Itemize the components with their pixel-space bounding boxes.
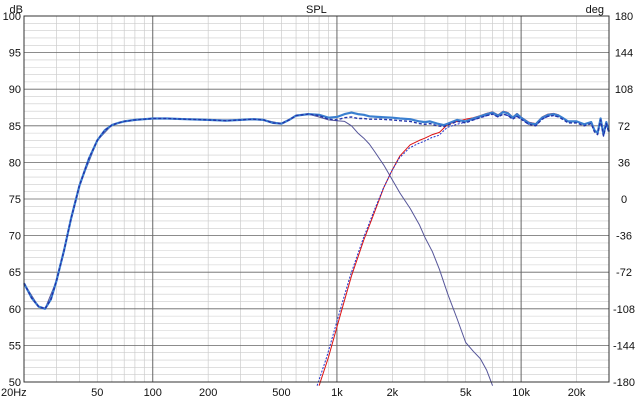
x-tick-label: 5k [460,387,472,399]
x-tick-label: 10k [512,387,530,399]
x-tick-label: 200 [199,387,217,399]
y-tick-label: 55 [9,340,21,352]
y-tick-label: 80 [9,157,21,169]
y2-tick-label: -72 [616,267,632,279]
y2-tick-label: -36 [616,231,632,243]
y-tick-label: 60 [9,304,21,316]
y-tick-label: 90 [9,84,21,96]
y2-tick-label: 108 [615,84,633,96]
plot-border [23,15,610,383]
x-tick-label: 20k [568,387,586,399]
y2-tick-label: -108 [613,304,635,316]
x-tick-label: 1k [331,387,343,399]
y-tick-label: 70 [9,231,21,243]
x-axis-tick-labels: 20Hz 50 100 200 500 1k 2k 5k 10k 20k [1,387,586,399]
plot-frame [23,15,610,383]
y-tick-label: 75 [9,194,21,206]
y2-tick-label: 72 [618,121,630,133]
x-tick-label: 50 [91,387,103,399]
plot-curves [23,110,611,386]
curve-tweeter-red [318,110,559,386]
y-tick-label: 100 [3,11,21,23]
x-tick-label: 2k [387,387,399,399]
curve-tweeter-blue [316,113,559,386]
left-axis-tick-labels: 50 55 60 65 70 75 80 85 90 95 100 [3,11,21,389]
x-tick-label: 20Hz [1,387,27,399]
left-axis-unit: dB [10,4,23,16]
curve-sum-sim [23,113,610,310]
chart-title: SPL [306,4,327,16]
y-tick-label: 85 [9,121,21,133]
right-axis-unit: deg [586,4,604,16]
y-tick-label: 65 [9,267,21,279]
y-tick-label: 50 [9,377,21,389]
y2-tick-label: -144 [613,340,635,352]
y2-tick-label: -180 [613,377,635,389]
right-axis-tick-labels: -180 -144 -108 -72 -36 0 36 72 108 144 180 [613,11,635,389]
x-tick-label: 500 [272,387,290,399]
y2-tick-label: 36 [618,157,630,169]
x-tick-label: 100 [144,387,162,399]
y2-tick-label: 180 [615,11,633,23]
y-tick-label: 95 [9,48,21,60]
y2-tick-label: 0 [621,194,627,206]
y2-tick-label: 144 [615,48,633,60]
